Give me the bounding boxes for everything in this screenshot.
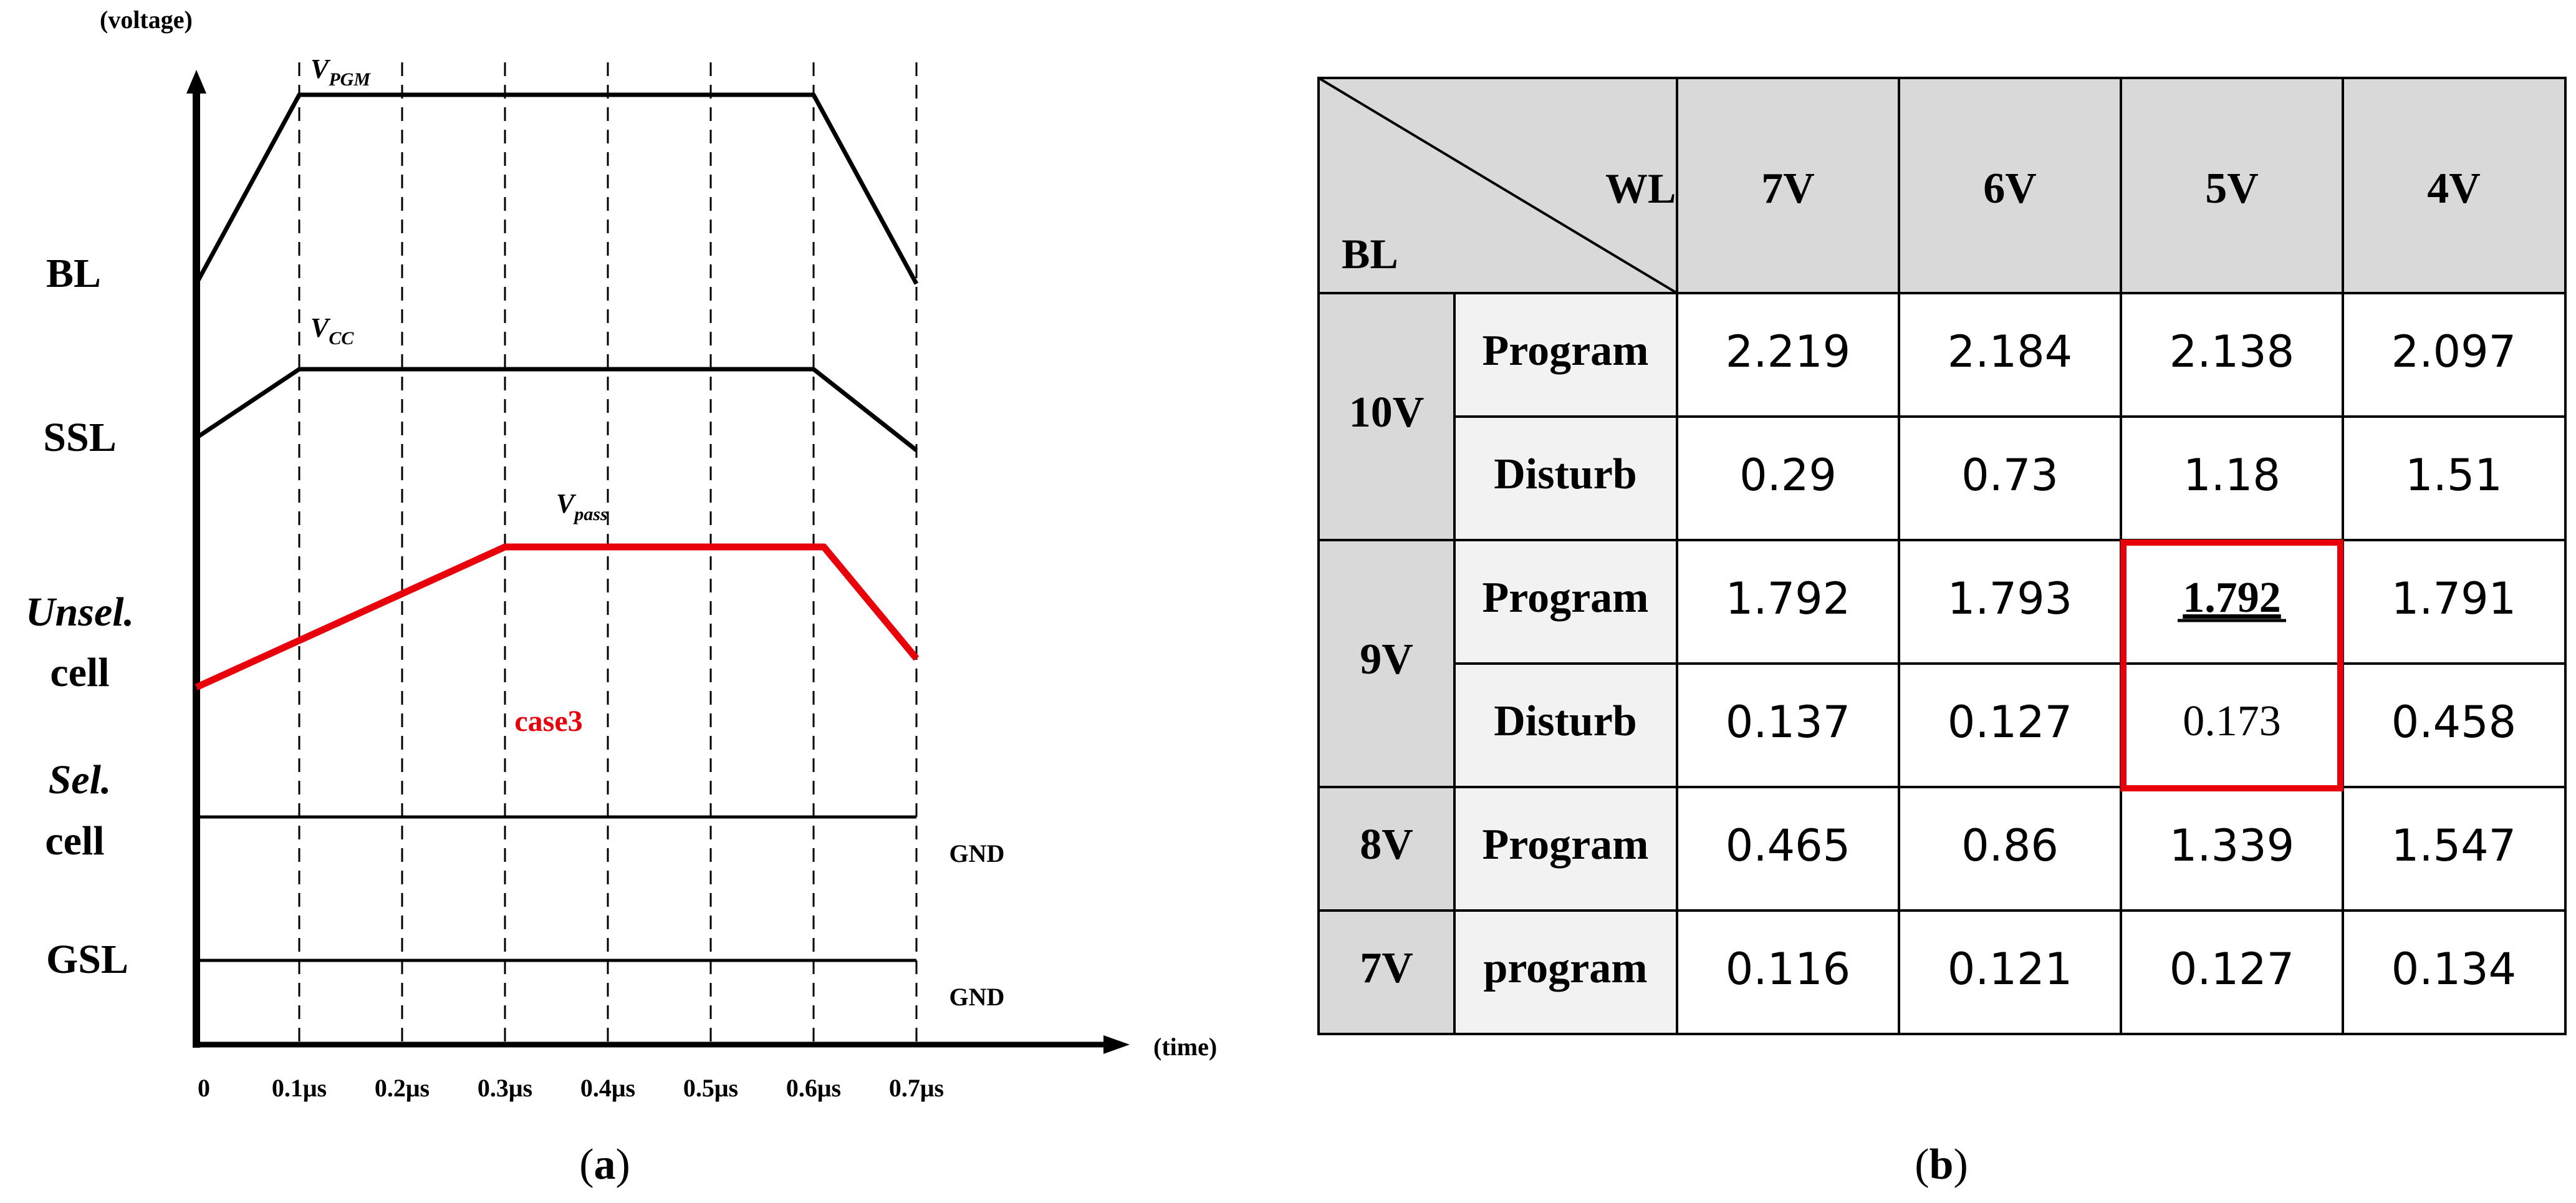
row-label-sel: Sel. bbox=[49, 757, 112, 803]
row-label-unsel: Unsel. bbox=[26, 589, 134, 635]
cell-10v-program-4v: 2.097 bbox=[2391, 326, 2516, 377]
sel-gnd-label: GND bbox=[949, 839, 1005, 867]
cell-10v-program-7v: 2.219 bbox=[1726, 326, 1850, 377]
x-axis-label: (time) bbox=[1153, 1033, 1217, 1061]
gsl-gnd-label: GND bbox=[949, 983, 1005, 1011]
op-8v-program: Program bbox=[1483, 821, 1649, 869]
cell-9v-disturb-6v: 0.127 bbox=[1948, 697, 2072, 748]
cell-8v-program-6v: 0.86 bbox=[1961, 820, 2059, 871]
caption-a: (a) bbox=[579, 1141, 630, 1189]
table-gridlines bbox=[1317, 77, 2567, 1035]
cell-7v-program-7v: 0.116 bbox=[1726, 944, 1850, 995]
bl-group-10v: 10V bbox=[1349, 389, 1425, 437]
row-label-unsel-cell: cell bbox=[50, 650, 109, 695]
highlight-box bbox=[2120, 539, 2343, 791]
tick-label-0: 0 bbox=[198, 1074, 210, 1102]
panel-a-timing-diagram: (voltage) (time) 0 0.1μs 0.2μs 0.3μs 0.4μs 0.… bbox=[26, 6, 1217, 1189]
cell-10v-program-5v: 2.138 bbox=[2170, 326, 2294, 377]
row-label-gsl: GSL bbox=[46, 937, 128, 982]
cell-10v-disturb-5v: 1.18 bbox=[2183, 450, 2280, 501]
cell-9v-disturb-5v: 0.173 bbox=[2183, 697, 2281, 745]
vcc-label: VCC bbox=[310, 312, 354, 349]
tick-label-7: 0.7μs bbox=[889, 1074, 944, 1102]
header-col-6v: 6V bbox=[1983, 165, 2037, 213]
cell-9v-program-7v: 1.792 bbox=[1726, 573, 1850, 624]
cell-9v-program-5v: 1.792 bbox=[2183, 574, 2281, 622]
tick-label-2: 0.2μs bbox=[375, 1074, 430, 1102]
row-label-bl: BL bbox=[46, 251, 101, 296]
cell-10v-program-6v: 2.184 bbox=[1948, 326, 2072, 377]
cell-7v-program-5v: 0.127 bbox=[2170, 944, 2294, 995]
cell-8v-program-4v: 1.547 bbox=[2391, 820, 2516, 871]
cell-9v-program-6v: 1.793 bbox=[1948, 573, 2072, 624]
time-tick-labels: 0 0.1μs 0.2μs 0.3μs 0.4μs 0.5μs 0.6μs 0.7μs bbox=[198, 1074, 944, 1102]
ssl-waveform bbox=[195, 367, 918, 452]
header-col-7v: 7V bbox=[1761, 165, 1815, 213]
op-9v-program: Program bbox=[1483, 574, 1649, 622]
bl-group-7v: 7V bbox=[1360, 944, 1413, 992]
cell-9v-disturb-4v: 0.458 bbox=[2391, 697, 2516, 748]
time-gridlines bbox=[298, 62, 918, 1045]
cell-10v-disturb-6v: 0.73 bbox=[1961, 450, 2059, 501]
op-10v-program: Program bbox=[1483, 327, 1649, 375]
tick-label-6: 0.6μs bbox=[786, 1074, 841, 1102]
op-10v-disturb: Disturb bbox=[1494, 450, 1636, 498]
caption-b: (b) bbox=[1915, 1141, 1968, 1189]
vpass-label: Vpass bbox=[556, 488, 608, 524]
header-col-5v: 5V bbox=[2205, 165, 2259, 213]
cell-9v-disturb-7v: 0.137 bbox=[1726, 697, 1850, 748]
bl-group-8v: 8V bbox=[1360, 821, 1413, 869]
bl-waveform bbox=[194, 92, 919, 285]
header-col-4v: 4V bbox=[2427, 165, 2481, 213]
cell-10v-disturb-4v: 1.51 bbox=[2405, 450, 2502, 501]
op-9v-disturb: Disturb bbox=[1494, 697, 1636, 745]
cell-7v-program-6v: 0.121 bbox=[1948, 944, 2072, 995]
unsel-cell-waveform bbox=[195, 543, 920, 691]
bl-group-9v: 9V bbox=[1360, 635, 1413, 684]
x-axis-arrowhead bbox=[1103, 1035, 1130, 1054]
row-label-sel-cell: cell bbox=[45, 818, 104, 864]
cell-7v-program-4v: 0.134 bbox=[2391, 944, 2516, 995]
y-axis-label: (voltage) bbox=[100, 6, 193, 34]
case-label: case3 bbox=[514, 705, 582, 738]
panel-b-table: WL BL 7V 6V 5V 4V 10V 9V 8V 7V Program D… bbox=[1317, 77, 2567, 1189]
vpgm-label: VPGM bbox=[310, 54, 371, 90]
cell-8v-program-5v: 1.339 bbox=[2170, 820, 2294, 871]
header-wl: WL bbox=[1605, 165, 1676, 212]
y-axis-arrowhead bbox=[186, 70, 206, 94]
op-7v-program: program bbox=[1483, 944, 1647, 992]
cell-8v-program-7v: 0.465 bbox=[1726, 820, 1850, 871]
tick-label-5: 0.5μs bbox=[683, 1074, 738, 1102]
cell-9v-program-4v: 1.791 bbox=[2391, 573, 2516, 624]
tick-label-3: 0.3μs bbox=[478, 1074, 532, 1102]
tick-label-1: 0.1μs bbox=[272, 1074, 327, 1102]
header-bl: BL bbox=[1342, 230, 1398, 278]
table-header-bg bbox=[1319, 78, 2565, 293]
row-label-ssl: SSL bbox=[43, 415, 116, 460]
cell-10v-disturb-7v: 0.29 bbox=[1739, 450, 1837, 501]
tick-label-4: 0.4μs bbox=[580, 1074, 635, 1102]
